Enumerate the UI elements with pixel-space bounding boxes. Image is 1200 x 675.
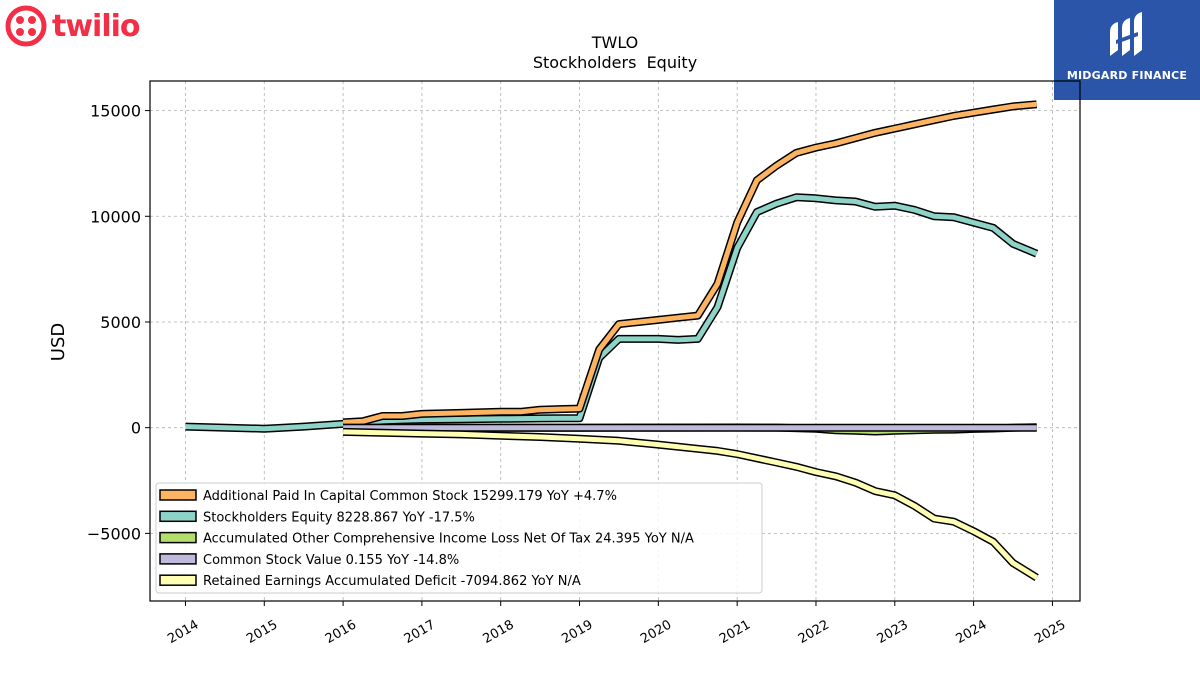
legend-entry: Accumulated Other Comprehensive Income L… — [203, 532, 694, 547]
x-tick-label: 2023 — [875, 617, 911, 647]
series-outline — [342, 100, 1038, 427]
legend-swatch — [159, 531, 197, 544]
x-tick-label: 2015 — [244, 617, 280, 647]
x-tick-label: 2016 — [323, 617, 359, 647]
x-tick-label: 2017 — [402, 617, 438, 647]
legend-swatch — [159, 489, 197, 501]
twilio-logo-text: twilio — [52, 8, 141, 44]
y-tick-label: 0 — [131, 419, 141, 438]
x-tick-label: 2020 — [638, 617, 674, 647]
x-tick-label: 2014 — [165, 617, 201, 647]
plot-frame — [149, 80, 1081, 602]
legend: Additional Paid In Capital Common Stock … — [155, 482, 763, 594]
chart-subtitle: Stockholders Equity — [533, 53, 697, 72]
y-tick-label: −5000 — [87, 524, 141, 543]
x-tick-label: 2022 — [796, 617, 832, 647]
series-outline — [185, 193, 1039, 433]
midgard-finance-logo-text: MIDGARD FINANCE — [1066, 69, 1188, 82]
x-tick-label: 2019 — [559, 617, 595, 647]
chart-title: TWLO — [591, 33, 639, 52]
y-tick-label: 5000 — [100, 313, 141, 332]
midgard-finance-logo: MIDGARD FINANCE — [1054, 0, 1200, 100]
legend-entry: Stockholders Equity 8228.867 YoY -17.5% — [203, 510, 475, 525]
series-line — [342, 101, 1037, 425]
y-tick-label: 15000 — [90, 102, 141, 121]
y-axis-label: USD — [48, 323, 69, 361]
y-tick-label: 10000 — [90, 207, 141, 226]
legend-box — [155, 482, 763, 594]
series-line — [343, 429, 1039, 580]
twilio-logo: twilio — [4, 4, 141, 48]
x-tick-label: 2025 — [1032, 617, 1068, 647]
twilio-logo-icon — [5, 5, 47, 47]
series-layer — [185, 100, 1039, 582]
x-tick-label: 2024 — [953, 617, 989, 647]
legend-swatch — [159, 574, 197, 586]
series-line — [185, 194, 1038, 432]
midgard-finance-emblem-icon — [1110, 12, 1142, 56]
legend-entry: Retained Earnings Accumulated Deficit -7… — [203, 574, 581, 589]
legend-swatch — [159, 553, 197, 565]
x-tick-label: 2018 — [481, 617, 517, 647]
legend-entry: Additional Paid In Capital Common Stock … — [203, 489, 617, 504]
x-tick-label: 2021 — [717, 617, 753, 647]
legend-entry: Common Stock Value 0.155 YoY -14.8% — [203, 553, 459, 568]
legend-swatch — [159, 510, 197, 523]
